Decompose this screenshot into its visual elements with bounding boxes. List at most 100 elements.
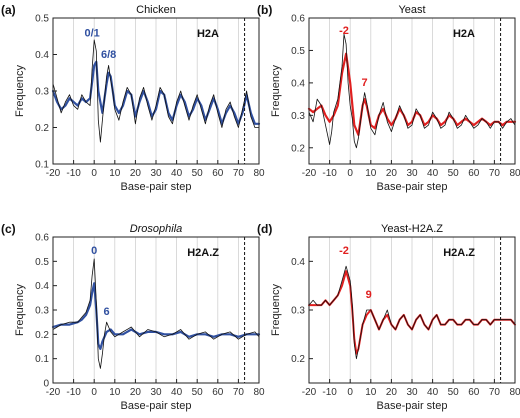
- histone-label: H2A: [197, 28, 219, 40]
- x-tick-label: 0: [91, 168, 97, 179]
- y-tick-label: 0.5: [35, 14, 49, 25]
- peak-annotation: 6: [103, 306, 109, 318]
- peak-annotation: 0: [91, 245, 97, 257]
- y-tick-label: 0.5: [291, 46, 305, 57]
- x-tick-label: -10: [66, 168, 81, 179]
- y-tick-label: 0.1: [35, 354, 49, 365]
- x-tick-label: 30: [406, 387, 418, 398]
- x-tick-label: 10: [365, 387, 377, 398]
- y-tick-label: 0.2: [35, 330, 49, 341]
- peak-annotation: -2: [339, 245, 349, 257]
- x-tick-label: -20: [302, 168, 317, 179]
- x-tick-label: 80: [253, 387, 265, 398]
- series-smoothed-line: [307, 52, 517, 136]
- y-axis-label: Frequency: [270, 284, 282, 336]
- panel-letter: (b): [257, 3, 272, 17]
- y-tick-label: 0.1: [35, 160, 49, 171]
- x-tick-label: 20: [386, 168, 398, 179]
- x-tick-label: 50: [448, 168, 460, 179]
- x-tick-label: -20: [46, 387, 61, 398]
- x-tick-label: 30: [150, 168, 162, 179]
- series-raw-line: [52, 258, 260, 369]
- peak-annotation: 7: [362, 77, 368, 89]
- y-tick-label: 0.4: [291, 78, 305, 89]
- panel-title: Chicken: [136, 4, 176, 16]
- peak-annotation: 6/8: [101, 49, 116, 61]
- panel-title: Drosophila: [130, 223, 183, 235]
- panel-title: Yeast-H2A.Z: [381, 223, 443, 235]
- y-tick-label: 0.2: [291, 143, 305, 154]
- x-tick-label: 50: [192, 387, 204, 398]
- x-axis-label: Base-pair step: [377, 181, 448, 193]
- x-tick-label: -20: [46, 168, 61, 179]
- x-axis-label: Base-pair step: [121, 400, 192, 412]
- x-tick-label: 70: [489, 168, 501, 179]
- y-tick-label: 0.2: [35, 123, 49, 134]
- x-tick-label: 0: [91, 387, 97, 398]
- peak-annotation: 9: [366, 289, 372, 301]
- peak-annotation: -2: [339, 25, 349, 37]
- y-tick-label: 0.6: [291, 14, 305, 25]
- x-tick-label: 30: [406, 168, 418, 179]
- series-smoothed-line: [51, 282, 261, 350]
- y-tick-label: 0.4: [35, 50, 49, 61]
- x-tick-label: 20: [386, 387, 398, 398]
- histone-label: H2A.Z: [187, 247, 219, 259]
- x-tick-label: -10: [66, 387, 81, 398]
- y-axis-label: Frequency: [270, 65, 282, 117]
- x-tick-label: 60: [468, 387, 480, 398]
- x-tick-label: 60: [468, 168, 480, 179]
- y-tick-label: 0.4: [35, 281, 49, 292]
- panel-letter: (c): [1, 222, 16, 236]
- x-tick-label: -10: [322, 168, 337, 179]
- x-tick-label: 60: [212, 387, 224, 398]
- chart-panel-2: -20 -10 0 10 20 30 40 50 60 70 80 0.2 0.3 0.4 0.5 0.6 Ba…: [257, 3, 520, 193]
- panel-letter: (a): [1, 3, 16, 17]
- histone-label: H2A.Z: [443, 247, 475, 259]
- y-axis-label: Frequency: [14, 65, 26, 117]
- x-tick-label: 40: [427, 168, 439, 179]
- series-raw-line: [52, 39, 260, 143]
- x-tick-label: 0: [347, 387, 353, 398]
- x-tick-label: 10: [365, 168, 377, 179]
- x-tick-label: 40: [427, 387, 439, 398]
- y-tick-label: 0.3: [35, 306, 49, 317]
- x-tick-label: 20: [130, 168, 142, 179]
- chart-panel-3: -20 -10 0 10 20 30 40 50 60 70 80 0 0.1 0.2 0.3 0.4 0.5 0…: [1, 222, 265, 412]
- x-tick-label: 40: [171, 168, 183, 179]
- x-tick-label: 80: [509, 168, 520, 179]
- x-tick-label: -20: [302, 387, 317, 398]
- x-tick-label: 30: [150, 387, 162, 398]
- x-tick-label: 20: [130, 387, 142, 398]
- x-tick-label: 0: [347, 168, 353, 179]
- y-tick-label: 0.6: [35, 233, 49, 244]
- y-tick-label: 0.3: [35, 87, 49, 98]
- x-tick-label: 10: [109, 387, 121, 398]
- y-axis-label: Frequency: [14, 284, 26, 336]
- series-raw-line: [308, 33, 516, 149]
- series-raw-line: [308, 265, 516, 360]
- y-tick-label: 0.5: [35, 257, 49, 268]
- x-tick-label: 70: [489, 387, 501, 398]
- x-tick-label: -10: [322, 387, 337, 398]
- x-tick-label: 50: [192, 168, 204, 179]
- x-tick-label: 50: [448, 387, 460, 398]
- x-axis-label: Base-pair step: [121, 181, 192, 193]
- panel-letter: (d): [257, 222, 272, 236]
- x-tick-label: 70: [233, 387, 245, 398]
- x-tick-label: 60: [212, 168, 224, 179]
- chart-panel-1: -20 -10 0 10 20 30 40 50 60 70 80 0.1 0.2 0.3 0.4 0.5 Ba…: [1, 3, 265, 193]
- x-axis-label: Base-pair step: [377, 400, 448, 412]
- panel-title: Yeast: [398, 4, 425, 16]
- x-tick-label: 70: [233, 168, 245, 179]
- y-tick-label: 0.3: [291, 306, 305, 317]
- x-tick-label: 40: [171, 387, 183, 398]
- x-tick-label: 10: [109, 168, 121, 179]
- x-tick-label: 80: [253, 168, 265, 179]
- peak-annotation: 0/1: [84, 27, 99, 39]
- y-tick-label: 0.4: [291, 257, 305, 268]
- chart-panel-4: -20 -10 0 10 20 30 40 50 60 70 80 0.2 0.3 0.4 Base-pai…: [257, 222, 520, 412]
- y-tick-label: 0.3: [291, 111, 305, 122]
- histone-label: H2A: [453, 28, 475, 40]
